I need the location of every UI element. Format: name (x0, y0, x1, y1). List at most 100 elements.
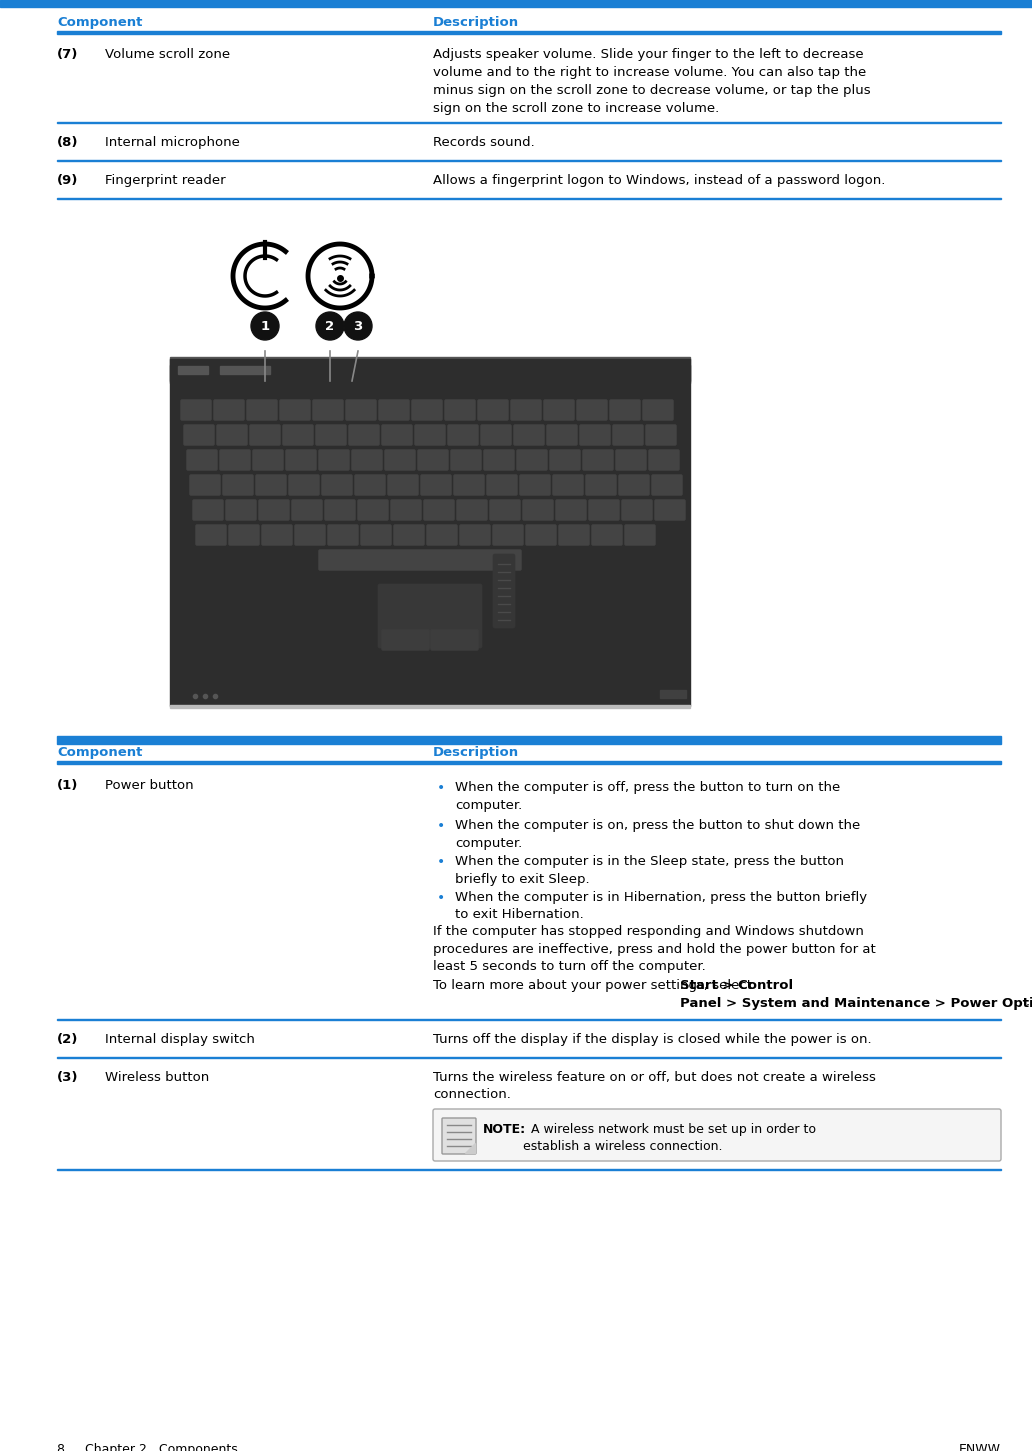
Bar (660, 691, 678, 698)
FancyBboxPatch shape (448, 425, 478, 445)
FancyBboxPatch shape (547, 425, 577, 445)
FancyBboxPatch shape (559, 525, 589, 546)
FancyBboxPatch shape (259, 501, 289, 519)
FancyBboxPatch shape (328, 525, 358, 546)
FancyBboxPatch shape (346, 400, 376, 419)
FancyBboxPatch shape (289, 474, 319, 495)
Bar (57, 1168, 1001, 1170)
Bar (57, 1019, 1001, 1020)
FancyBboxPatch shape (190, 474, 220, 495)
Bar (170, 705, 690, 708)
Text: Wireless button: Wireless button (105, 1071, 209, 1084)
FancyBboxPatch shape (388, 474, 418, 495)
FancyBboxPatch shape (625, 525, 655, 546)
FancyBboxPatch shape (544, 400, 574, 419)
Text: •: • (437, 891, 445, 905)
Circle shape (316, 312, 344, 340)
Bar (57, 30, 1001, 33)
FancyBboxPatch shape (556, 501, 586, 519)
FancyBboxPatch shape (214, 400, 244, 419)
Circle shape (251, 312, 279, 340)
Text: Description: Description (433, 16, 519, 29)
Text: Description: Description (433, 746, 519, 759)
FancyBboxPatch shape (424, 501, 454, 519)
FancyBboxPatch shape (589, 501, 619, 519)
Text: When the computer is in the Sleep state, press the button
briefly to exit Sleep.: When the computer is in the Sleep state,… (455, 855, 844, 885)
Text: (7): (7) (57, 48, 78, 61)
Text: Turns the wireless feature on or off, but does not create a wireless
connection.: Turns the wireless feature on or off, bu… (433, 1071, 876, 1101)
Text: NOTE:: NOTE: (483, 1123, 526, 1136)
Bar (170, 358, 690, 382)
FancyBboxPatch shape (394, 525, 424, 546)
Text: 3: 3 (353, 319, 362, 332)
Text: To learn more about your power settings, select: To learn more about your power settings,… (433, 979, 756, 992)
FancyBboxPatch shape (493, 554, 515, 628)
Bar (57, 1056, 1001, 1058)
FancyBboxPatch shape (526, 525, 556, 546)
FancyBboxPatch shape (193, 501, 223, 519)
FancyBboxPatch shape (187, 450, 217, 470)
Bar (57, 197, 1001, 199)
Bar (57, 122, 1001, 123)
Bar (170, 366, 690, 383)
Bar (178, 366, 208, 374)
FancyBboxPatch shape (421, 474, 451, 495)
FancyBboxPatch shape (262, 525, 292, 546)
FancyBboxPatch shape (457, 501, 487, 519)
FancyBboxPatch shape (256, 474, 286, 495)
FancyBboxPatch shape (493, 525, 523, 546)
Bar (170, 357, 690, 358)
FancyBboxPatch shape (316, 425, 346, 445)
FancyBboxPatch shape (352, 450, 382, 470)
FancyBboxPatch shape (361, 525, 391, 546)
FancyBboxPatch shape (229, 525, 259, 546)
FancyBboxPatch shape (610, 400, 640, 419)
FancyBboxPatch shape (646, 425, 676, 445)
Text: .: . (1025, 995, 1029, 1008)
FancyBboxPatch shape (217, 425, 247, 445)
Text: 1: 1 (260, 319, 269, 332)
Text: (1): (1) (57, 779, 78, 792)
FancyBboxPatch shape (253, 450, 283, 470)
Text: ENWW: ENWW (959, 1442, 1001, 1451)
FancyBboxPatch shape (391, 501, 421, 519)
FancyBboxPatch shape (319, 550, 521, 570)
Bar (0, 0, 1032, 7)
Text: Volume scroll zone: Volume scroll zone (105, 48, 230, 61)
FancyBboxPatch shape (511, 400, 541, 419)
FancyBboxPatch shape (355, 474, 385, 495)
FancyBboxPatch shape (520, 474, 550, 495)
FancyBboxPatch shape (385, 450, 415, 470)
FancyBboxPatch shape (580, 425, 610, 445)
FancyBboxPatch shape (378, 583, 482, 649)
FancyBboxPatch shape (319, 450, 349, 470)
FancyBboxPatch shape (184, 425, 214, 445)
FancyBboxPatch shape (223, 474, 253, 495)
Polygon shape (465, 1143, 475, 1154)
Text: Fingerprint reader: Fingerprint reader (105, 174, 226, 187)
FancyBboxPatch shape (451, 450, 481, 470)
FancyBboxPatch shape (292, 501, 322, 519)
FancyBboxPatch shape (553, 474, 583, 495)
FancyBboxPatch shape (649, 450, 679, 470)
Text: Start > Control
Panel > System and Maintenance > Power Options: Start > Control Panel > System and Maint… (680, 979, 1032, 1010)
FancyBboxPatch shape (250, 425, 280, 445)
FancyBboxPatch shape (586, 474, 616, 495)
Text: Component: Component (57, 746, 142, 759)
FancyBboxPatch shape (487, 474, 517, 495)
FancyBboxPatch shape (517, 450, 547, 470)
FancyBboxPatch shape (280, 400, 310, 419)
FancyBboxPatch shape (379, 400, 409, 419)
FancyBboxPatch shape (349, 425, 379, 445)
FancyBboxPatch shape (619, 474, 649, 495)
FancyBboxPatch shape (613, 425, 643, 445)
FancyBboxPatch shape (382, 425, 412, 445)
FancyBboxPatch shape (481, 425, 511, 445)
FancyBboxPatch shape (583, 450, 613, 470)
FancyBboxPatch shape (445, 400, 475, 419)
FancyBboxPatch shape (325, 501, 355, 519)
FancyBboxPatch shape (490, 501, 520, 519)
Text: •: • (437, 781, 445, 795)
Text: •: • (437, 855, 445, 869)
Text: 8     Chapter 2   Components: 8 Chapter 2 Components (57, 1442, 237, 1451)
